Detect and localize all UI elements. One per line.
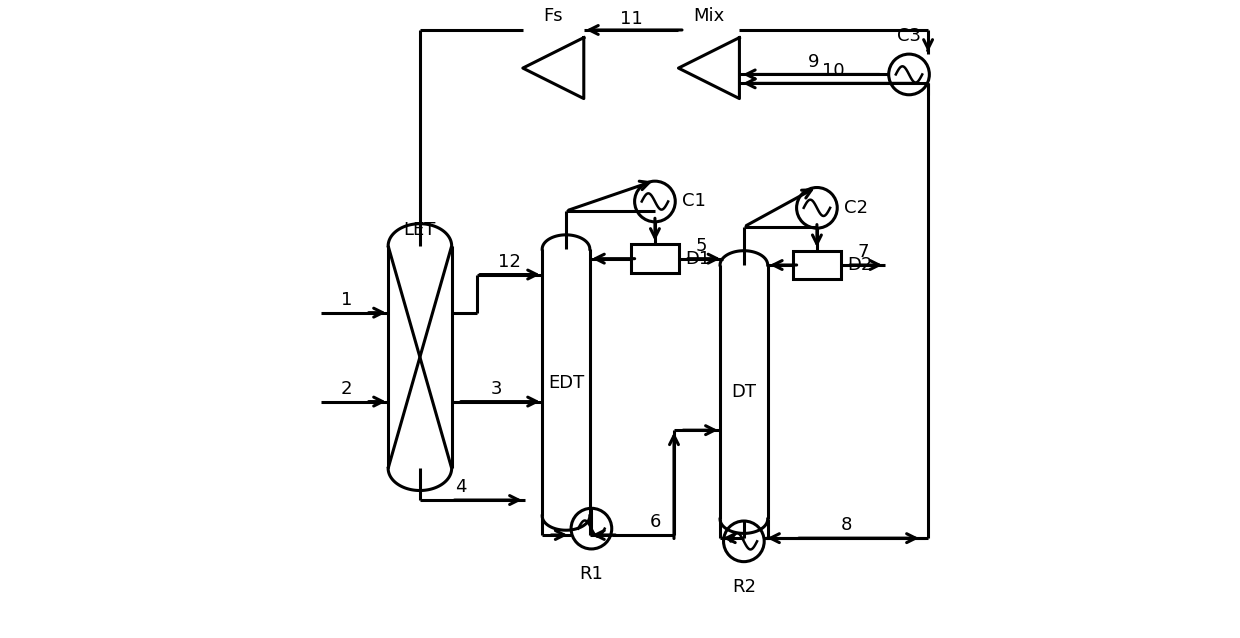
Text: 9: 9: [808, 53, 820, 71]
Text: LET: LET: [404, 221, 436, 239]
Text: 3: 3: [491, 380, 502, 398]
Text: 10: 10: [822, 62, 846, 80]
Text: 11: 11: [620, 10, 642, 27]
Text: 12: 12: [498, 253, 521, 271]
Text: C3: C3: [897, 27, 921, 45]
Text: Fs: Fs: [543, 7, 563, 25]
Text: 1: 1: [341, 291, 352, 309]
Text: DT: DT: [732, 383, 756, 401]
Text: D1: D1: [686, 249, 711, 268]
Text: C2: C2: [843, 199, 868, 217]
Text: R1: R1: [579, 565, 604, 583]
Text: 6: 6: [650, 514, 661, 531]
Text: 4: 4: [455, 478, 467, 496]
Text: C1: C1: [682, 193, 706, 211]
Text: 8: 8: [841, 516, 852, 535]
Text: 2: 2: [341, 380, 352, 398]
Text: Mix: Mix: [693, 7, 724, 25]
Text: R2: R2: [732, 577, 756, 595]
Text: 7: 7: [857, 243, 869, 262]
Text: EDT: EDT: [548, 373, 584, 392]
Bar: [794, 251, 841, 279]
Bar: [631, 244, 678, 273]
Text: D2: D2: [847, 256, 873, 274]
Text: 5: 5: [696, 237, 707, 255]
